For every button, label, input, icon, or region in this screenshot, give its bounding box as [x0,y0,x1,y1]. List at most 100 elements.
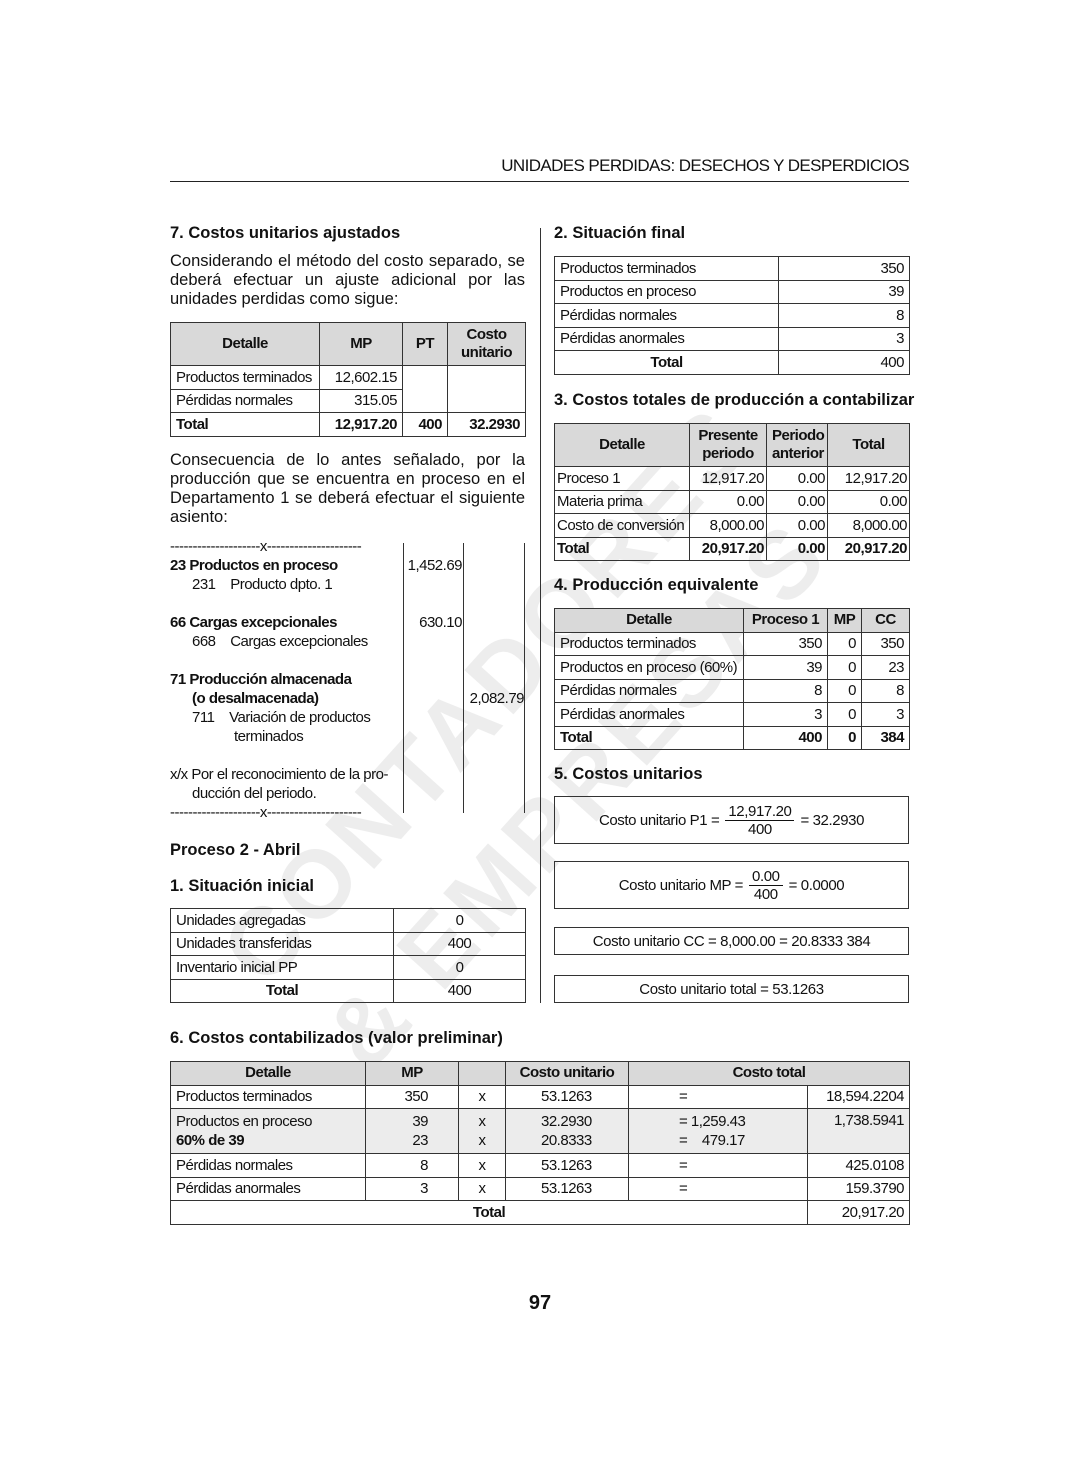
cell: 53.1263 [505,1176,629,1201]
col-header: PT [402,322,448,366]
formula-box: Costo unitario total = 53.1263 [554,975,909,1003]
cell: Pérdidas normales [170,1153,366,1178]
section-title: 1. Situación inicial [170,877,314,895]
section-title: 7. Costos unitarios ajustados [170,224,401,242]
formula-text: Costo unitario total = 53.1263 [639,980,824,998]
cell: Pérdidas anormales [170,1176,366,1201]
cell: = 479.17 [679,1132,745,1149]
subaccount: 231 Producto dpto. 1 [192,576,333,593]
fraction: 12,917.20 400 [725,803,795,838]
credit-amount: 2,082.79 [469,690,525,707]
gloss: ducción del periodo. [192,785,317,802]
cell: 8,000.00 [689,513,767,538]
cell: 20.8333 [541,1132,592,1149]
cell: 8,000.00 [827,513,910,538]
accounted-costs-table: Detalle MP Costo unitario Costo total Produ… [170,1061,911,1225]
col-header: Costo unitario [505,1061,629,1086]
cell: Proceso 1 [554,466,690,491]
cell: Unidades transferidas [170,931,394,956]
cell: 23 [861,655,910,680]
formula-label: Costo unitario MP = [618,876,744,894]
header-rule [170,181,909,182]
subaccount: 711 Variación de productos [192,709,371,726]
subaccount: terminados [234,728,304,745]
cell: 0.00 [766,513,828,538]
cell: 400 [393,978,526,1003]
cell: 60% de 39 [176,1132,245,1149]
cell: 8 [861,678,910,703]
cell: = [628,1084,808,1109]
cell: 39 [743,655,828,680]
cell: 53.1263 [505,1084,629,1109]
cell: 384 [861,725,910,750]
paragraph: Considerando el método del costo separad… [170,252,525,308]
formula-label: Costo unitario P1 = [598,811,720,829]
cell: 0 [827,631,862,656]
cell: 18,594.2204 [806,1084,911,1109]
total-value: 20,917.20 [806,1200,911,1225]
formula-text: Costo unitario CC = 8,000.00 = 20.8333 3… [592,932,871,950]
col-header: Presente periodo [689,423,767,467]
cell: x [458,1153,506,1178]
equivalent-production-table: Detalle Proceso 1 MP CC Productos terminado… [554,608,910,750]
cell: 8 [743,678,828,703]
cell: 1,738.5941 [806,1108,911,1154]
column-divider [540,228,541,1003]
gloss: x/x Por el reconocimiento de la pro- [170,766,388,783]
cell: 0.00 [827,489,910,514]
total-label: Total [170,1200,808,1225]
cell: Pérdidas normales [554,303,779,328]
cell: Total [554,536,690,561]
denominator: 400 [748,820,772,838]
cell: 0 [827,655,862,680]
cell: 0.00 [766,466,828,491]
cell: Productos en proceso (60%) [554,655,744,680]
adjusted-unit-cost-table: Detalle MP PT Costo unitario Productos term… [170,322,526,437]
numerator: 0.00 [749,868,783,886]
cell: 8 [778,303,910,328]
cell: Productos terminados [554,631,744,656]
cell: 8 [365,1153,459,1178]
cell: 12,602.15 [319,365,403,390]
section-title: Proceso 2 - Abril [170,841,301,859]
section-title: 3. Costos totales de producción a contab… [554,391,915,409]
col-header: CC [861,608,910,633]
cell: Pérdidas normales [554,678,744,703]
account: (o desalmacenada) [192,690,319,707]
col-header: Periodo anterior [766,423,828,467]
cell: 32.2930 [447,412,526,437]
cell: Productos en proceso [554,279,779,304]
cell: Total [170,412,320,437]
cell: Materia prima [554,489,690,514]
cell: = 1,259.43 [679,1113,746,1130]
cell: 400 [778,350,910,375]
col-header: Detalle [170,1061,366,1086]
cell: 53.1263 [505,1153,629,1178]
cell: = [628,1153,808,1178]
cell: Productos terminados [170,365,320,390]
cell: x [458,1176,506,1201]
cell: 12,917.20 [827,466,910,491]
cell: Productos terminados [170,1084,366,1109]
cell: 0 [827,725,862,750]
cell: 0 [827,678,862,703]
fraction: 0.00 400 [749,868,783,903]
cell: Inventario inicial PP [170,955,394,980]
debit-amount: 630.10 [419,614,462,631]
cell: 350 [365,1084,459,1109]
cell: 39 [778,279,910,304]
cell: 350 [778,256,910,281]
cell: 0.00 [766,536,828,561]
cell: Unidades agregadas [170,908,394,933]
cell: x [458,1084,506,1109]
cell: Productos terminados [554,256,779,281]
col-header: Total [827,423,910,467]
cell: 3 [778,326,910,351]
col-header: Detalle [554,423,690,467]
col-header: Detalle [554,608,744,633]
cell: 3 [365,1176,459,1201]
col-header: Detalle [170,322,320,366]
formula-box: Costo unitario P1 = 12,917.20 400 = 32.29… [554,796,909,844]
cell: 0 [393,955,526,980]
total-costs-table: Detalle Presente periodo Periodo anterior T… [554,423,910,561]
